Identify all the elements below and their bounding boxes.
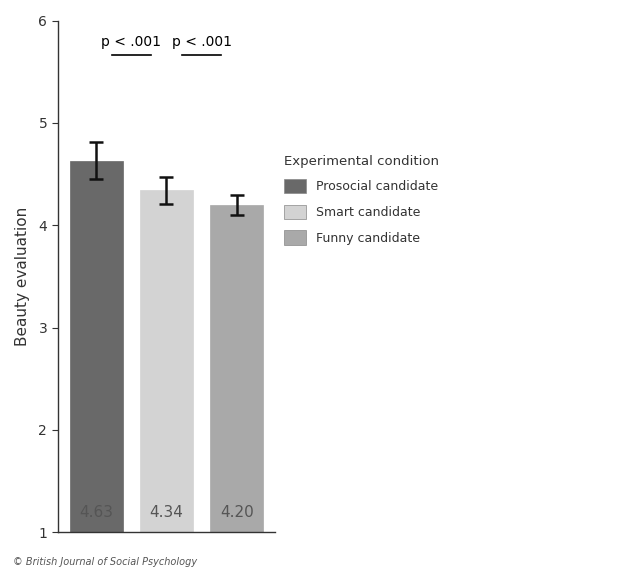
Bar <box>140 190 193 573</box>
Bar <box>210 205 263 573</box>
Text: p < .001: p < .001 <box>101 35 162 49</box>
Y-axis label: Beauty evaluation: Beauty evaluation <box>15 207 30 346</box>
Text: 4.34: 4.34 <box>150 505 183 520</box>
Text: p < .001: p < .001 <box>172 35 231 49</box>
Bar <box>70 161 122 573</box>
Legend: Prosocial candidate, Smart candidate, Funny candidate: Prosocial candidate, Smart candidate, Fu… <box>284 155 439 245</box>
Text: 4.20: 4.20 <box>220 505 254 520</box>
Text: 4.63: 4.63 <box>79 505 113 520</box>
Text: © British Journal of Social Psychology: © British Journal of Social Psychology <box>13 558 197 567</box>
